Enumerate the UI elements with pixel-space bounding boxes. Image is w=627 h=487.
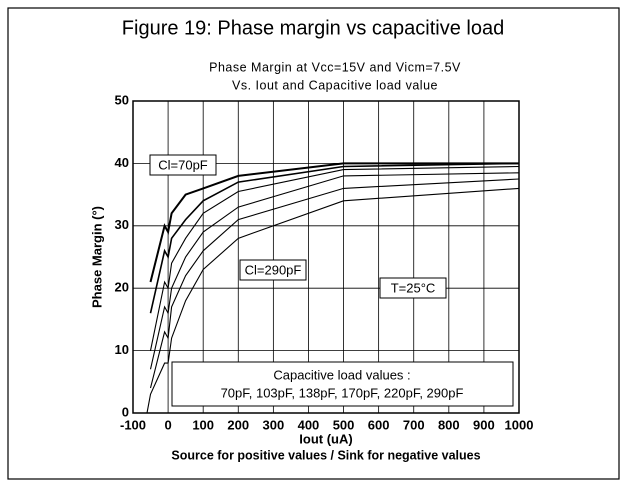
y-tick-label: 30: [115, 217, 129, 232]
series-line: [146, 187, 520, 414]
subtitle: Vs. Iout and Capacitive load value: [232, 78, 438, 92]
annotation: Cl=290pF: [245, 262, 302, 277]
legend-values: 70pF, 103pF, 138pF, 170pF, 220pF, 290pF: [221, 385, 464, 400]
x-axis-label: Iout (uA): [299, 431, 352, 446]
y-axis-label: Phase Margin (°): [89, 206, 104, 308]
x-tick-label: 0: [164, 417, 171, 432]
y-tick-label: 0: [122, 404, 129, 419]
annotation: Cl=70pF: [158, 157, 208, 172]
annotation: T=25°C: [391, 280, 436, 295]
x-tick-label: 400: [298, 417, 320, 432]
x-tick-label: -100: [120, 417, 146, 432]
chart-title: Figure 19: Phase margin vs capacitive lo…: [122, 17, 504, 39]
x-tick-label: 800: [438, 417, 460, 432]
x-tick-label: 200: [227, 417, 249, 432]
legend-box: [171, 361, 514, 407]
x-tick-label: 900: [473, 417, 495, 432]
y-tick-label: 50: [115, 92, 129, 107]
x-tick-label: 1000: [505, 417, 534, 432]
series-line: [149, 172, 520, 370]
series-line: [149, 178, 520, 389]
y-tick-label: 10: [115, 342, 129, 357]
annotation-box: [239, 259, 307, 281]
x-tick-label: 100: [192, 417, 214, 432]
plot-border: [132, 100, 520, 414]
series-line: [149, 162, 520, 314]
series-line: [149, 162, 519, 283]
x-tick-label: 300: [263, 417, 285, 432]
annotation-box: [379, 277, 447, 299]
x-tick-label: 700: [403, 417, 425, 432]
subtitle: Phase Margin at Vcc=15V and Vicm=7.5V: [209, 60, 461, 74]
legend-title: Capacitive load values :: [273, 367, 410, 382]
x-tick-label: 600: [368, 417, 390, 432]
x-tick-label: 500: [333, 417, 355, 432]
y-tick-label: 40: [115, 155, 129, 170]
y-tick-label: 20: [115, 280, 129, 295]
x-axis-note: Source for positive values / Sink for ne…: [171, 448, 480, 462]
annotation-box: [149, 154, 217, 176]
series-line: [149, 165, 520, 351]
